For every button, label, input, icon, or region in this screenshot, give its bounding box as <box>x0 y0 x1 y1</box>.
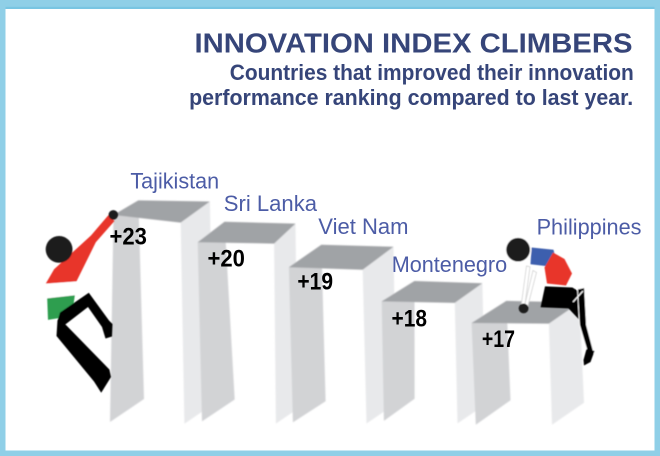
svg-text:Sri Lanka: Sri Lanka <box>224 191 318 216</box>
svg-text:Montenegro: Montenegro <box>392 252 508 277</box>
svg-text:Philippines: Philippines <box>537 214 642 239</box>
svg-text:+17: +17 <box>482 326 515 353</box>
svg-text:performance ranking compared t: performance ranking compared to last yea… <box>189 85 633 110</box>
svg-text:+20: +20 <box>208 246 245 273</box>
svg-text:Tajikistan: Tajikistan <box>130 169 219 194</box>
svg-text:Viet Nam: Viet Nam <box>318 214 408 239</box>
svg-text:+18: +18 <box>392 306 428 333</box>
svg-text:+23: +23 <box>110 224 147 251</box>
svg-text:INNOVATION INDEX CLIMBERS: INNOVATION INDEX CLIMBERS <box>195 28 633 59</box>
svg-text:Countries that improved their: Countries that improved their innovation <box>230 60 634 85</box>
svg-text:+19: +19 <box>297 269 333 296</box>
